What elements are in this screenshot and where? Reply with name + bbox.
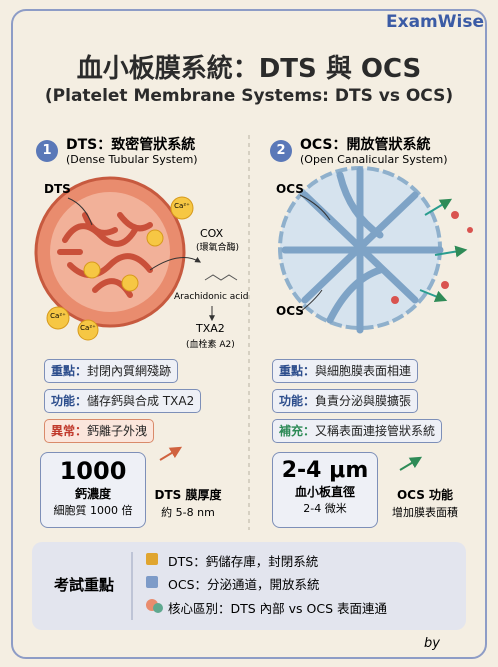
key-point: 功能：儲存鈣與合成 TXA2 <box>44 389 202 413</box>
stat-note: 細胞質 1000 倍 <box>53 504 133 517</box>
section-number: 1 <box>36 140 58 162</box>
ion-label: Ca²⁺ <box>50 312 66 320</box>
point-text: 儲存鈣與合成 TXA2 <box>87 394 195 408</box>
diagram-label: OCS <box>276 304 304 318</box>
point-text: 負責分泌與膜擴張 <box>315 394 412 408</box>
section-heading: DTS：致密管狀系統 <box>66 137 196 153</box>
point-text: 又稱表面連接管狀系統 <box>315 424 436 438</box>
point-text: 鈣離子外洩 <box>87 424 148 438</box>
key-point: 重點：與細胞膜表面相連 <box>272 359 419 383</box>
summary-title: 考試重點 <box>54 576 115 594</box>
side-note: 增加膜表面積 <box>392 506 458 519</box>
product: TXA2 <box>196 322 225 335</box>
key-point: 功能：負責分泌與膜擴張 <box>272 389 419 413</box>
section-subheading: (Open Canalicular System) <box>300 153 448 166</box>
point-label: 異常： <box>51 424 88 438</box>
stat-name: 鈣濃度 <box>74 487 111 501</box>
diagram-label: OCS <box>276 182 304 196</box>
point-label: 功能： <box>279 394 316 408</box>
point-text: 與細胞膜表面相連 <box>315 364 412 378</box>
stat-note: 2-4 微米 <box>303 502 347 515</box>
summary-item: 核心區別：DTS 內部 vs OCS 表面連通 <box>168 601 388 616</box>
stat-name: 血小板直徑 <box>294 485 355 499</box>
point-label: 重點： <box>279 364 316 378</box>
enzyme-note: (環氧合酶) <box>196 243 240 253</box>
diagram-label: DTS <box>44 182 71 196</box>
subtitle: (Platelet Membrane Systems: DTS vs OCS) <box>44 86 454 106</box>
point-label: 補充： <box>279 424 316 438</box>
side-note: 約 5-8 nm <box>161 506 215 519</box>
summary-item: OCS：分泌通道，開放系統 <box>168 577 320 592</box>
point-label: 功能： <box>51 394 88 408</box>
key-point: 重點：封閉內質網殘跡 <box>44 359 179 383</box>
side-name: DTS 膜厚度 <box>154 488 222 502</box>
stat-value: 2-4 μm <box>281 458 369 483</box>
section-number: 2 <box>270 140 292 162</box>
side-name: OCS 功能 <box>396 488 454 502</box>
section-subheading: (Dense Tubular System) <box>66 153 198 166</box>
point-label: 重點： <box>51 364 88 378</box>
stat-value: 1000 <box>59 457 127 485</box>
ion-label: Ca²⁺ <box>80 324 96 332</box>
ion-label: Ca²⁺ <box>174 202 190 210</box>
key-point: 異常：鈣離子外洩 <box>44 419 155 443</box>
signature: by <box>424 636 440 651</box>
substrate: Arachidonic acid <box>174 292 249 302</box>
brand: ExamWise <box>386 12 484 32</box>
product-note: (血栓素 A2) <box>186 340 235 350</box>
key-point: 補充：又稱表面連接管狀系統 <box>272 419 443 443</box>
enzyme: COX <box>200 227 224 240</box>
stat-box: 2-4 μm 血小板直徑 2-4 微米 <box>272 452 378 528</box>
summary-item: DTS：鈣儲存庫，封閉系統 <box>168 554 319 569</box>
stat-box: 1000 鈣濃度 細胞質 1000 倍 <box>40 452 146 528</box>
title: 血小板膜系統：DTS 與 OCS <box>76 54 422 84</box>
point-text: 封閉內質網殘跡 <box>87 364 172 378</box>
section-heading: OCS：開放管狀系統 <box>300 137 431 153</box>
